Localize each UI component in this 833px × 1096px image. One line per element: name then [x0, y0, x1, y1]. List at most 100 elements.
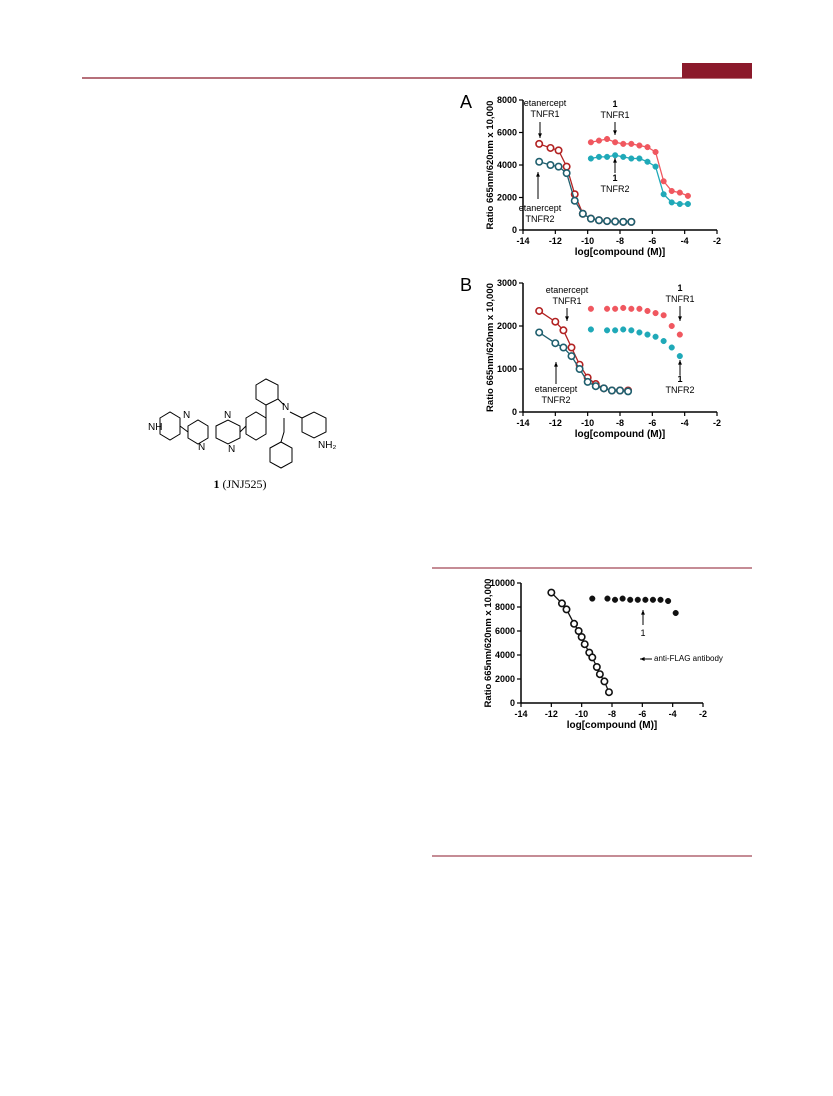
data-point — [684, 200, 691, 208]
x-tick-label: -8 — [616, 236, 624, 246]
atom-label: NH₂ — [318, 440, 336, 451]
data-point — [652, 148, 659, 156]
data-point — [676, 200, 683, 208]
x-tick-label: -10 — [581, 418, 594, 428]
annotation: etanercept — [524, 98, 567, 108]
data-point — [628, 327, 635, 334]
data-point — [627, 596, 634, 603]
data-point — [535, 306, 544, 315]
annotation: 1 — [640, 628, 645, 638]
x-tick-label: -14 — [516, 236, 529, 246]
data-point — [586, 214, 595, 223]
annotation: TNFR2 — [542, 395, 571, 405]
panel-label: A — [460, 92, 472, 112]
arrow-head — [613, 130, 617, 135]
x-tick-label: -6 — [648, 418, 656, 428]
x-tick-label: -10 — [581, 236, 594, 246]
data-point — [577, 632, 586, 641]
data-point — [551, 317, 560, 326]
atom-labels: NH N N N N N NH₂ — [148, 402, 336, 455]
atom-label: NH — [148, 422, 162, 433]
atom-label: N — [282, 402, 289, 413]
y-tick-label: 6000 — [497, 128, 517, 138]
bonds — [179, 398, 303, 443]
x-tick-label: -6 — [638, 709, 646, 719]
header-block — [682, 63, 752, 78]
data-point — [557, 599, 566, 608]
annotation: TNFR2 — [666, 385, 695, 395]
compound-name: (JNJ525) — [223, 477, 267, 491]
data-point — [567, 352, 576, 361]
data-point — [652, 163, 659, 170]
data-point — [644, 331, 651, 338]
data-point — [570, 196, 579, 205]
arrow-head — [678, 360, 682, 365]
data-point — [649, 596, 657, 603]
data-point — [535, 328, 544, 337]
data-point — [676, 331, 683, 338]
data-point — [589, 595, 596, 602]
y-tick-label: 0 — [510, 698, 515, 708]
data-point — [612, 305, 619, 312]
data-point — [636, 305, 643, 312]
x-tick-label: -12 — [549, 236, 562, 246]
caption: 1 (JNJ525) — [214, 477, 267, 491]
data-point — [612, 139, 619, 146]
data-point — [604, 305, 611, 312]
data-point — [636, 329, 643, 336]
data-point — [559, 343, 568, 352]
x-tick-label: -8 — [608, 709, 616, 719]
data-point — [620, 304, 627, 311]
data-point — [604, 153, 611, 160]
data-point — [599, 384, 608, 393]
annotation: 1 — [612, 99, 617, 109]
x-axis-label: log[compound (M)] — [575, 247, 666, 258]
y-axis-label: Ratio 665nm/620nm x 10,000 — [485, 283, 496, 412]
data-point — [676, 353, 683, 360]
annotation: TNFR1 — [553, 296, 582, 306]
y-tick-label: 8000 — [495, 602, 515, 612]
data-point — [604, 135, 611, 143]
data-point — [668, 199, 675, 206]
data-point — [554, 146, 563, 155]
data-point — [607, 386, 616, 395]
data-point — [628, 305, 635, 312]
arrow-head — [678, 316, 682, 321]
y-axis-label: Ratio 665nm/620nm x 10,000 — [485, 101, 496, 230]
data-point — [588, 653, 597, 662]
x-tick-label: -4 — [669, 709, 677, 719]
y-tick-label: 8000 — [497, 95, 517, 105]
pyrimidine — [215, 419, 241, 445]
x-tick-label: -6 — [648, 236, 656, 246]
data-point — [595, 137, 603, 144]
data-point — [546, 161, 555, 170]
x-axis-label: log[compound (M)] — [575, 429, 666, 440]
data-point — [636, 155, 643, 162]
data-point — [652, 333, 659, 340]
annotation: 1 — [677, 374, 682, 384]
data-point — [660, 191, 667, 198]
data-point — [684, 192, 691, 199]
panel-label: B — [460, 275, 472, 295]
data-point — [668, 187, 675, 195]
arrow-head — [538, 133, 542, 138]
data-point — [619, 595, 626, 602]
data-point — [592, 662, 601, 671]
data-point — [562, 162, 571, 171]
data-point — [535, 139, 544, 148]
annotation: TNFR2 — [526, 214, 555, 224]
x-axis-label: log[compound (M)] — [567, 720, 658, 731]
y-tick-label: 1000 — [497, 364, 517, 374]
data-point — [620, 153, 627, 160]
annotation: TNFR2 — [601, 184, 630, 194]
data-point — [612, 152, 619, 159]
x-tick-label: -14 — [514, 709, 527, 719]
data-point — [619, 217, 628, 226]
data-point — [603, 217, 612, 226]
data-point — [627, 217, 636, 226]
annotation: TNFR1 — [531, 109, 560, 119]
annotation: etanercept — [535, 384, 578, 394]
data-point — [668, 344, 675, 351]
data-point — [652, 310, 659, 317]
data-point — [660, 338, 667, 345]
